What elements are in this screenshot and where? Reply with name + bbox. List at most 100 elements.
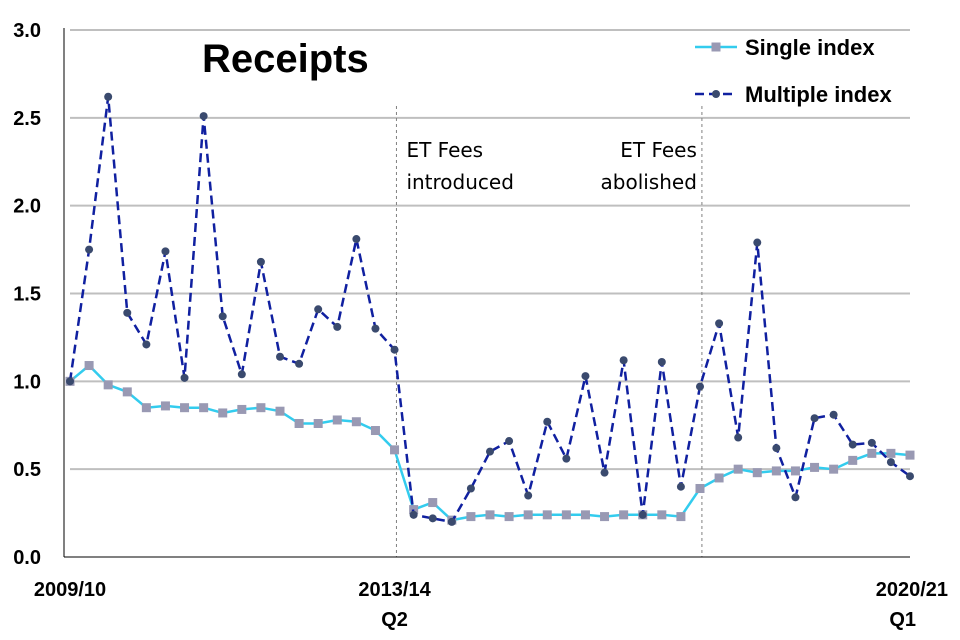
y-tick-label: 1.0 [13,371,41,393]
data-point [810,414,819,423]
data-point [313,418,323,428]
data-point [142,340,151,349]
data-point [810,462,820,472]
data-point [199,403,209,413]
data-point [734,433,743,442]
data-point [829,464,839,474]
data-point [275,406,285,416]
data-point [485,510,495,520]
y-tick-label: 2.5 [13,108,41,130]
data-point [752,468,762,478]
data-point [600,468,609,477]
data-point [771,466,781,476]
data-point [199,112,208,121]
data-point [542,510,552,520]
data-point [619,510,629,520]
annotation-text: ET Fees [620,138,697,162]
data-point [294,418,304,428]
y-tick-label: 3.0 [13,20,41,42]
data-point [715,319,724,328]
x-tick-label: 2013/14 [358,579,431,601]
data-point [562,454,571,463]
data-point [466,512,476,522]
data-point [772,444,781,453]
data-point [504,512,514,522]
data-point [733,464,743,474]
data-point [180,373,189,382]
series-layer [65,92,915,526]
legend-item: Single index [695,35,875,60]
data-point [141,403,151,413]
data-point [791,493,800,502]
data-point [180,403,190,413]
data-point [103,380,113,390]
y-axis: 0.0 0.5 1.0 1.5 2.0 2.5 3.0 [13,20,65,569]
data-point [218,408,228,418]
x-tick-label: Q2 [381,609,408,631]
data-point [256,257,265,266]
chart-title: Receipts [202,37,369,81]
data-point [428,514,437,523]
data-point [543,417,552,426]
x-tick-label: Q1 [889,609,916,631]
data-point [237,404,247,414]
series-line [68,96,911,524]
gridlines [70,29,910,471]
data-point [370,426,380,436]
data-point [848,440,857,449]
data-point [256,403,266,413]
data-point [886,448,896,458]
data-point [84,361,94,371]
data-point [352,235,361,244]
y-tick-label: 0.0 [13,547,41,569]
data-point [447,517,456,526]
data-point [523,510,533,520]
data-point [85,245,94,254]
data-point [619,356,628,365]
series-multiple-index [66,92,914,526]
data-point [905,450,915,460]
data-point [66,377,74,386]
data-point [122,387,132,397]
y-tick-label: 0.5 [13,459,41,481]
y-tick-label: 2.0 [13,196,41,218]
data-point [505,437,514,446]
legend-swatch-marker [711,42,721,52]
x-axis: 2009/10 2013/14 Q2 2020/21 Q1 [34,556,948,631]
data-point [790,466,800,476]
data-point [867,438,876,447]
data-point [867,448,877,458]
data-point [695,483,705,493]
annotation-text: abolished [601,170,697,194]
y-tick-label: 1.5 [13,284,41,306]
data-point [676,482,685,491]
data-point [104,92,113,101]
data-point [314,305,323,314]
data-point [581,372,590,381]
data-point [561,510,571,520]
data-point [829,410,838,419]
data-point [295,359,304,368]
data-point [657,358,666,367]
data-point [123,308,132,317]
data-point [161,247,170,256]
x-tick-label: 2009/10 [34,579,106,601]
data-point [160,401,170,411]
data-point [371,324,380,333]
data-point [218,312,227,321]
data-point [848,455,858,465]
data-point [332,415,342,425]
data-point [524,491,533,500]
data-point [714,473,724,483]
data-point [351,417,361,427]
data-point [390,445,400,455]
data-point [237,370,246,379]
data-point [600,512,610,522]
data-point [676,512,686,522]
legend-swatch-marker [712,90,720,98]
data-point [906,472,914,481]
data-point [580,510,590,520]
x-tick-label: 2020/21 [876,579,948,601]
data-point [696,382,704,391]
